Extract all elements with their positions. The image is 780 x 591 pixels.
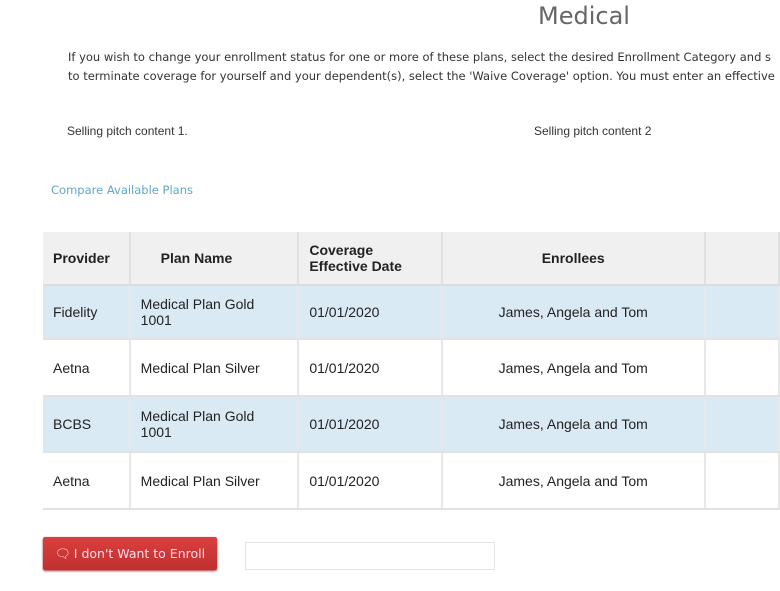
provider-cell: Aetna <box>43 339 131 397</box>
enrollees-cell: James, Angela and Tom <box>441 452 706 510</box>
page-title: Medical <box>538 2 630 30</box>
plan-name-cell: Medical Plan Gold 1001 <box>129 396 300 453</box>
extra-cell <box>704 396 780 453</box>
enrollees-cell: James, Angela and Tom <box>441 339 706 397</box>
thumbs-down-icon: 🗨 <box>54 545 71 561</box>
table-row[interactable]: Fidelity Medical Plan Gold 1001 01/01/2020… <box>43 285 780 340</box>
waive-reason-input[interactable] <box>245 542 495 570</box>
selling-pitch-2: Selling pitch content 2 <box>534 124 652 138</box>
intro-line: to terminate coverage for yourself and y… <box>68 69 775 83</box>
enrollees-cell: James, Angela and Tom <box>441 285 706 340</box>
coverage-date-cell: 01/01/2020 <box>298 285 443 340</box>
provider-cell: Fidelity <box>43 285 131 340</box>
plans-table: Provider Plan Name Coverage Effective Da… <box>43 232 780 510</box>
header-plan-name: Plan Name <box>129 232 300 286</box>
dont-enroll-button[interactable]: 🗨 I don't Want to Enroll <box>43 537 217 570</box>
coverage-date-cell: 01/01/2020 <box>298 452 443 510</box>
header-provider: Provider <box>43 232 131 286</box>
plan-name-cell: Medical Plan Gold 1001 <box>129 285 300 340</box>
intro-line: If you wish to change your enrollment st… <box>68 50 772 64</box>
extra-cell <box>704 285 780 340</box>
provider-cell: BCBS <box>43 396 131 453</box>
header-coverage-date: Coverage Effective Date <box>298 232 443 286</box>
provider-cell: Aetna <box>43 452 131 510</box>
table-row[interactable]: Aetna Medical Plan Silver 01/01/2020 James,… <box>43 339 780 397</box>
selling-pitch-1: Selling pitch content 1. <box>67 124 188 138</box>
intro-text: If you wish to change your enrollment st… <box>68 48 780 86</box>
dont-enroll-label: I don't Want to Enroll <box>73 546 206 561</box>
plan-name-cell: Medical Plan Silver <box>129 339 300 397</box>
table-header: Provider Plan Name Coverage Effective Da… <box>43 232 780 286</box>
enrollees-cell: James, Angela and Tom <box>441 396 706 453</box>
table-row[interactable]: BCBS Medical Plan Gold 1001 01/01/2020 Jame… <box>43 396 780 453</box>
plan-name-cell: Medical Plan Silver <box>129 452 300 510</box>
header-enrollees: Enrollees <box>441 232 706 286</box>
extra-cell <box>704 339 780 397</box>
extra-cell <box>704 452 780 510</box>
coverage-date-cell: 01/01/2020 <box>298 396 443 453</box>
coverage-date-cell: 01/01/2020 <box>298 339 443 397</box>
header-extra <box>704 232 780 286</box>
table-row[interactable]: Aetna Medical Plan Silver 01/01/2020 James,… <box>43 452 780 510</box>
compare-plans-link[interactable]: Compare Available Plans <box>51 183 193 197</box>
